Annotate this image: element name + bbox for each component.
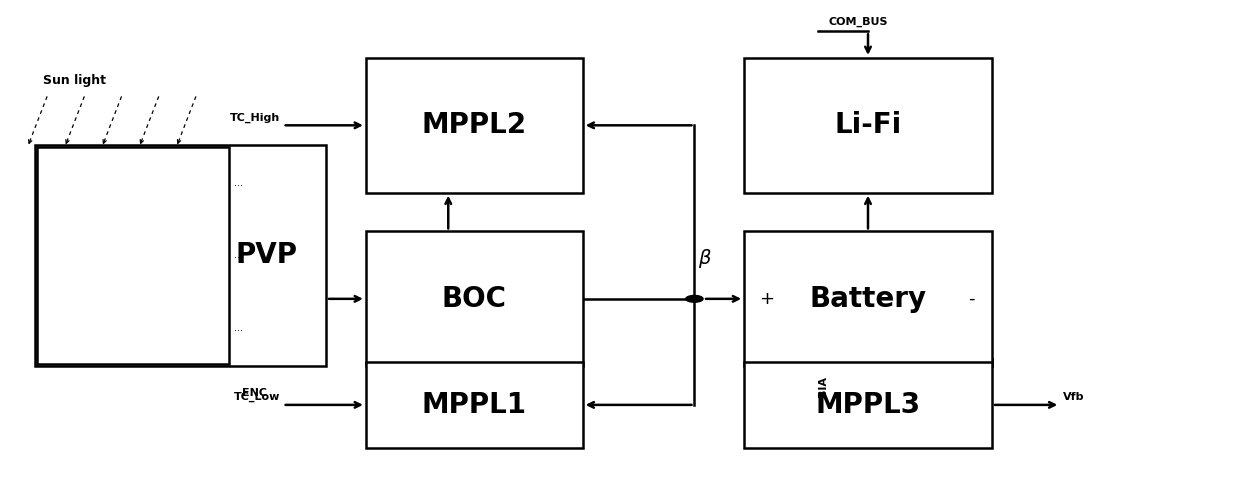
Text: -: - bbox=[967, 290, 975, 308]
Text: Li-Fi: Li-Fi bbox=[835, 111, 901, 139]
Text: Vfb: Vfb bbox=[1063, 392, 1084, 402]
Text: TC_High: TC_High bbox=[229, 113, 280, 123]
Text: MPPL1: MPPL1 bbox=[422, 391, 527, 419]
Text: Battery: Battery bbox=[810, 285, 926, 313]
Text: ENC: ENC bbox=[242, 388, 267, 398]
Text: ...: ... bbox=[234, 178, 243, 188]
Text: BIA: BIA bbox=[818, 376, 828, 397]
Text: BOC: BOC bbox=[441, 285, 507, 313]
Text: MPPL2: MPPL2 bbox=[422, 111, 527, 139]
Text: ...: ... bbox=[234, 323, 243, 333]
Bar bbox=[366, 231, 583, 366]
Text: ...: ... bbox=[234, 251, 243, 260]
Text: $\beta$: $\beta$ bbox=[698, 247, 712, 270]
Bar bbox=[744, 231, 992, 366]
Bar bbox=[366, 58, 583, 193]
Text: PVP: PVP bbox=[236, 241, 298, 269]
Bar bbox=[35, 145, 326, 366]
Text: MPPL3: MPPL3 bbox=[816, 391, 920, 419]
Text: +: + bbox=[759, 290, 774, 308]
Circle shape bbox=[686, 295, 703, 302]
Bar bbox=[744, 362, 992, 448]
Text: COM_BUS: COM_BUS bbox=[828, 16, 888, 27]
Text: Sun light: Sun light bbox=[43, 74, 107, 87]
Text: TC_Low: TC_Low bbox=[234, 392, 280, 402]
Bar bbox=[744, 58, 992, 193]
Bar bbox=[366, 362, 583, 448]
Bar bbox=[37, 147, 229, 364]
